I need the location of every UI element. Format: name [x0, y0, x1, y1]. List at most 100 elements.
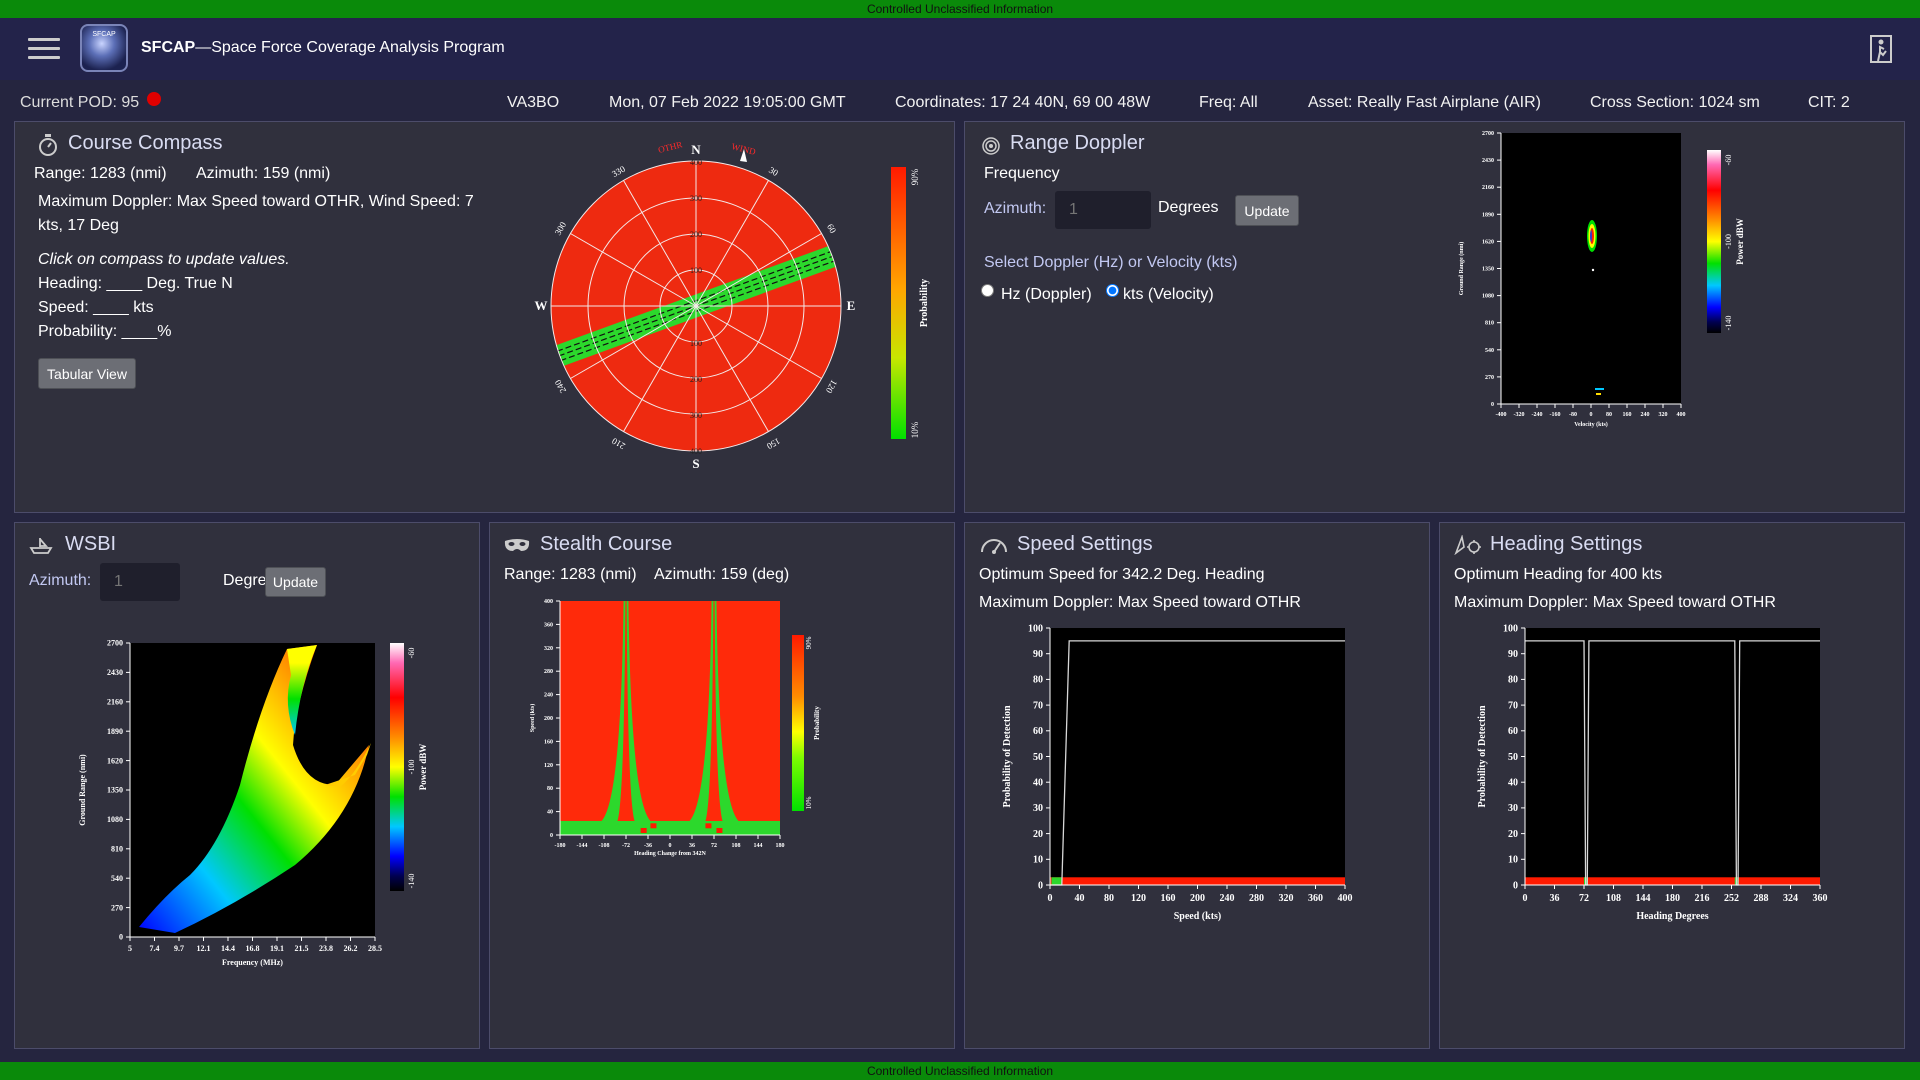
status-bar: Current POD: 95 VA3BO Mon, 07 Feb 2022 1… — [0, 80, 1920, 120]
colorbar-top-label: 90% — [805, 636, 813, 649]
return-dot — [1591, 268, 1595, 272]
tabular-view-button[interactable]: Tabular View — [38, 358, 136, 389]
stealth-course-title: Stealth Course — [540, 533, 673, 555]
y-tick-label: 20 — [1508, 829, 1518, 840]
x-tick-label: 180 — [1665, 893, 1680, 904]
y-tick-label: 2430 — [107, 668, 123, 677]
heading-settings-chart: 0 36 72 108 144 180 216 252 288 324 360 0 10 20 30 40 50… — [1477, 623, 1828, 922]
x-tick-label: 240 — [1220, 893, 1235, 904]
y-tick-label: 1080 — [1482, 294, 1494, 300]
x-tick-label: -80 — [1569, 412, 1577, 418]
y-tick-label: 810 — [111, 844, 123, 853]
plot-area — [1525, 628, 1820, 885]
x-axis-label: Heading Change from 342N — [634, 851, 706, 857]
radar-icon — [982, 137, 1000, 155]
speed-settings-title: Speed Settings — [1017, 533, 1153, 555]
y-tick-label: 2700 — [1482, 131, 1494, 137]
y-tick-label: 40 — [547, 810, 553, 816]
y-tick-label: 50 — [1508, 752, 1518, 763]
x-tick-label: 216 — [1695, 893, 1710, 904]
hz-radio[interactable] — [981, 284, 994, 297]
stealth-range-text: Range: 1283 (nmi) — [504, 566, 637, 583]
rd-azimuth-input[interactable] — [1055, 191, 1151, 229]
range-doppler-title: Range Doppler — [1010, 132, 1145, 154]
x-tick-label: 0 — [669, 843, 672, 849]
max-doppler-line1: Maximum Doppler: Max Speed toward OTHR, … — [38, 193, 474, 210]
x-axis-label: Speed (kts) — [1174, 911, 1222, 922]
x-tick-label: 7.4 — [150, 944, 160, 953]
y-axis-label: Speed (kts) — [530, 704, 536, 733]
course-compass-title: Course Compass — [68, 132, 223, 154]
kts-radio[interactable] — [1106, 284, 1119, 297]
asset: Asset: Really Fast Airplane (AIR) — [1308, 94, 1541, 111]
othr-label: OTHR — [657, 139, 683, 155]
x-tick-label: 400 — [1677, 412, 1686, 418]
plot-area — [1050, 628, 1345, 885]
detection-floor-bar — [1525, 877, 1820, 885]
colorbar-label: Power dBW — [418, 744, 428, 791]
range-ring-label: 200 — [690, 230, 702, 239]
probability-colorbar — [792, 635, 804, 811]
rd-update-button[interactable]: Update — [1235, 195, 1299, 226]
x-tick-label: -36 — [644, 843, 652, 849]
y-tick-label: 1890 — [1482, 212, 1494, 218]
range-ring-label: 400 — [690, 447, 702, 456]
compass-spoke — [695, 233, 822, 307]
app-title: SFCAP—Space Force Coverage Analysis Prog… — [141, 39, 505, 56]
y-tick-label: 540 — [111, 874, 123, 883]
bearing-label: 60 — [825, 222, 838, 235]
heading-settings-panel: Heading Settings Optimum Heading for 400… — [1439, 522, 1905, 1049]
cui-banner-bottom: Controlled Unclassified Information — [0, 1062, 1920, 1080]
range-doppler-panel: Range Doppler Frequency Azimuth: Degrees… — [964, 121, 1905, 513]
stealth-hotspot — [650, 823, 657, 829]
cross-section: Cross Section: 1024 sm — [1590, 94, 1760, 111]
wsbi-update-button[interactable]: Update — [265, 567, 326, 597]
speed-settings-chart: 0 40 80 120 160 200 240 280 320 360 400 0 10 20 30 40 50… — [1002, 623, 1353, 922]
compass-north: N — [691, 142, 701, 157]
bearing-label: 330 — [610, 163, 627, 179]
y-axis-label: Probability of Detection — [1002, 705, 1013, 807]
y-tick-label: 90 — [1508, 649, 1518, 660]
detection-floor-bar — [1050, 877, 1345, 885]
wsbi-azimuth-input[interactable] — [100, 563, 180, 601]
compass-south: S — [692, 456, 699, 471]
y-tick-label: 0 — [1038, 880, 1043, 891]
exit-icon[interactable] — [1868, 34, 1894, 69]
x-tick-label: 240 — [1641, 412, 1650, 418]
y-tick-label: 60 — [1508, 726, 1518, 737]
colorbar-tick-label: -60 — [1724, 155, 1733, 166]
heading-doppler-text: Maximum Doppler: Max Speed toward OTHR — [1454, 594, 1776, 611]
y-tick-label: 1620 — [1482, 239, 1494, 245]
ship-icon — [29, 538, 53, 554]
x-tick-label: 40 — [1075, 893, 1085, 904]
course-compass-panel: Course Compass Range: 1283 (nmi) Azimuth… — [14, 121, 955, 513]
x-tick-label: -240 — [1532, 412, 1543, 418]
course-compass-chart[interactable]: 100 200 300 400 100 200 300 400 N E S W … — [521, 127, 941, 507]
compass-east: E — [847, 298, 856, 313]
bearing-label: 240 — [552, 378, 568, 395]
stealth-azimuth-text: Azimuth: 159 (deg) — [654, 566, 790, 583]
bearing-label: 120 — [824, 378, 840, 395]
y-tick-label: 40 — [1033, 778, 1043, 789]
compass-instruction: Click on compass to update values. — [38, 251, 290, 268]
compass-west: W — [535, 298, 548, 313]
x-tick-label: 26.2 — [344, 944, 358, 953]
y-tick-label: 70 — [1508, 700, 1518, 711]
y-tick-label: 360 — [544, 622, 553, 628]
bearing-label: 210 — [610, 436, 627, 452]
hamburger-menu-icon[interactable] — [28, 38, 60, 60]
y-tick-label: 80 — [547, 786, 553, 792]
coordinates: Coordinates: 17 24 40N, 69 00 48W — [895, 94, 1151, 111]
x-tick-label: 0 — [1523, 893, 1528, 904]
stealth-hotspot — [716, 827, 723, 833]
cit: CIT: 2 — [1808, 94, 1850, 111]
y-tick-label: 240 — [544, 693, 553, 699]
colorbar-bottom-label: 10% — [805, 796, 813, 809]
wsbi-coverage-band — [139, 645, 369, 933]
wsbi-coverage-upper — [287, 645, 317, 735]
x-axis-label: Velocity (kts) — [1574, 421, 1608, 428]
colorbar-label: Power dBW — [1735, 218, 1745, 265]
colorbar-tick-label: -100 — [1724, 234, 1733, 249]
wsbi-fringe — [325, 743, 371, 787]
y-tick-label: 40 — [1508, 778, 1518, 789]
